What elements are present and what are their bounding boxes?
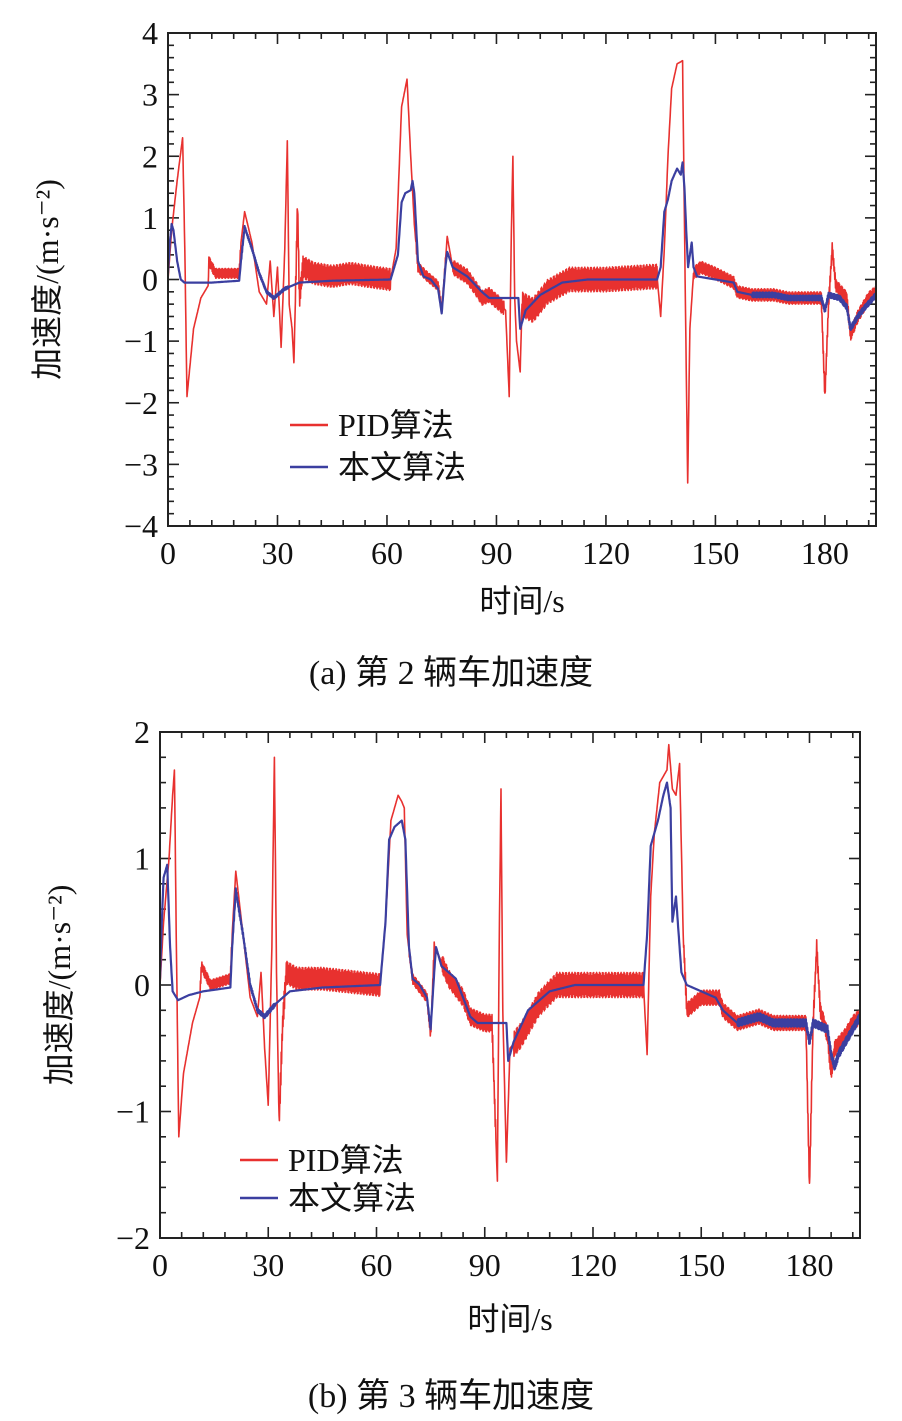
- legend-label-ours: 本文算法: [338, 449, 466, 485]
- x-tick-label: 150: [691, 535, 739, 571]
- x-tick-label: 60: [371, 535, 403, 571]
- y-tick-label: 1: [142, 200, 158, 236]
- y-axis-label: 加速度/(m·s⁻²): [29, 179, 65, 380]
- y-tick-label: −2: [116, 1220, 150, 1256]
- y-tick-label: 2: [142, 138, 158, 174]
- x-tick-label: 180: [801, 535, 849, 571]
- y-axis-label: 加速度/(m·s⁻²): [41, 885, 77, 1086]
- plot-frame: [159, 731, 861, 1239]
- y-tick-label: −2: [124, 385, 158, 421]
- x-tick-label: 30: [261, 535, 293, 571]
- caption-b: (b) 第 3 辆车加速度: [307, 1378, 595, 1415]
- legend-label-pid: PID算法: [338, 407, 454, 443]
- series-line-pid: [161, 743, 859, 1184]
- x-tick-label: 30: [252, 1247, 284, 1283]
- x-tick-label: 150: [677, 1247, 725, 1283]
- x-axis-label: 时间/s: [479, 583, 564, 619]
- x-tick-label: 180: [785, 1247, 833, 1283]
- y-tick-label: 0: [134, 967, 150, 1003]
- x-tick-label: 0: [160, 535, 176, 571]
- y-tick-label: −4: [124, 508, 158, 544]
- y-tick-label: −1: [116, 1094, 150, 1130]
- y-tick-label: −1: [124, 323, 158, 359]
- chart-b: 0 30 60 90 120 150 180 −2 −1 0 1 2 时间/s 加速度/(m·s⁻²) PI…: [41, 714, 861, 1337]
- plot-area: [161, 743, 859, 1184]
- caption-a: (a) 第 2 辆车加速度: [308, 655, 594, 692]
- y-tick-label: 4: [142, 15, 158, 51]
- y-tick-label: 3: [142, 77, 158, 113]
- legend-label-pid: PID算法: [288, 1142, 404, 1178]
- y-tick-label: −3: [124, 446, 158, 482]
- series-line-ours: [169, 161, 875, 331]
- x-tick-label: 90: [480, 535, 512, 571]
- plot-area: [169, 59, 875, 484]
- x-tick-label: 120: [569, 1247, 617, 1283]
- legend-label-ours: 本文算法: [288, 1180, 416, 1216]
- series-line-pid: [169, 59, 875, 484]
- x-tick-label: 120: [582, 535, 630, 571]
- x-axis-label: 时间/s: [467, 1301, 552, 1337]
- x-tick-label: 0: [152, 1247, 168, 1283]
- series-line-ours: [161, 781, 859, 1071]
- y-tick-label: 2: [134, 714, 150, 750]
- chart-a: 0 30 60 90 120 150 180 −4 −3 −2 −1 0 1 2 3 4 时间/s 加速度/(m·…: [29, 15, 877, 619]
- y-tick-label: 1: [134, 841, 150, 877]
- y-tick-label: 0: [142, 262, 158, 298]
- x-tick-label: 90: [469, 1247, 501, 1283]
- x-tick-label: 60: [360, 1247, 392, 1283]
- plot-frame: [167, 32, 877, 527]
